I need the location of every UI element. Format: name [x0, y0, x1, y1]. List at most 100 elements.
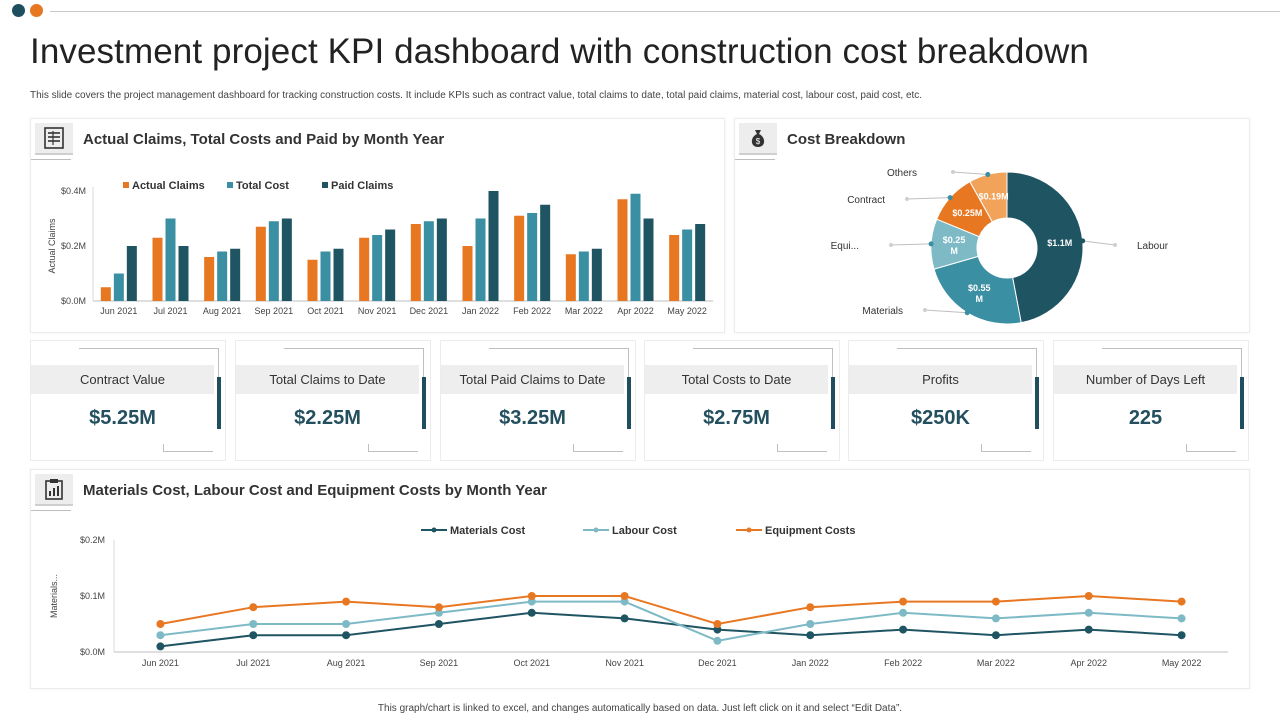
kpi-corner	[489, 348, 629, 349]
kpi-corner	[573, 451, 623, 452]
kpi-card-total-costs: Total Costs to Date $2.75M	[644, 340, 840, 461]
kpi-label: Number of Days Left	[1054, 365, 1237, 394]
pie-value-label: $0.19M	[979, 192, 1009, 202]
pie-leader-end	[889, 243, 893, 247]
page-subtitle: This slide covers the project management…	[30, 90, 923, 101]
y-axis-title: Materials...	[49, 574, 59, 618]
legend-label: Labour Cost	[612, 525, 677, 537]
line-point	[806, 603, 815, 612]
clipboard-chart-icon	[35, 474, 73, 506]
pie-category-label: Contract	[847, 195, 885, 206]
line-point	[434, 608, 443, 617]
kpi-corner	[368, 444, 369, 452]
x-tick-label: May 2022	[667, 306, 707, 316]
pie-leader-end	[923, 308, 927, 312]
footer-note: This graph/chart is linked to excel, and…	[377, 703, 903, 714]
legend-swatch	[123, 182, 129, 188]
line-panel-header: Materials Cost, Labour Cost and Equipmen…	[31, 470, 547, 510]
x-tick-label: Aug 2021	[203, 306, 242, 316]
line-point	[620, 597, 629, 606]
y-axis-title: Actual Claims	[47, 218, 57, 274]
kpi-value: $2.25M	[294, 407, 361, 429]
bar-actual-claims	[152, 237, 163, 301]
legend-marker	[593, 527, 599, 533]
legend-label: Paid Claims	[331, 180, 393, 192]
line-point	[713, 625, 722, 634]
x-tick-label: Jan 2022	[792, 658, 829, 668]
pie-leader-dot	[928, 241, 934, 247]
x-tick-label: Nov 2021	[605, 658, 644, 668]
pie-leader-line	[906, 197, 951, 200]
x-tick-label: Jan 2022	[462, 306, 499, 316]
bar-paid-claims	[695, 224, 706, 301]
line-point	[1084, 608, 1093, 617]
kpi-value: $2.75M	[703, 407, 770, 429]
legend-label: Total Cost	[236, 180, 289, 192]
bar-paid-claims	[436, 218, 447, 301]
bar-actual-claims	[462, 246, 473, 301]
line-point	[899, 608, 908, 617]
kpi-corner	[981, 451, 1031, 452]
kpi-corner	[163, 444, 164, 452]
line-chart-panel: Materials Cost, Labour Cost and Equipmen…	[30, 469, 1250, 689]
pie-leader-dot	[964, 310, 970, 316]
y-tick-label: $0.1M	[80, 591, 105, 601]
legend-label: Actual Claims	[132, 180, 205, 192]
pie-category-label: Materials	[862, 306, 903, 317]
line-point	[249, 631, 258, 640]
kpi-corner	[368, 451, 418, 452]
kpi-label: Contract Value	[31, 365, 214, 394]
y-tick-label: $0.4M	[61, 186, 86, 196]
bar-actual-claims	[669, 235, 680, 301]
line-point	[713, 620, 722, 628]
line-point	[899, 625, 908, 634]
pie-value-label: M	[950, 246, 958, 256]
pie-slice-materials	[933, 255, 1022, 325]
kpi-accent-bar	[831, 377, 835, 429]
pie-leader-line	[952, 171, 988, 175]
kpi-corner	[1186, 444, 1187, 452]
bar-total-cost	[682, 229, 693, 301]
decor-line	[50, 11, 1280, 12]
line-point	[434, 603, 443, 612]
bar-panel-header: Actual Claims, Total Costs and Paid by M…	[31, 119, 444, 159]
money-bag-icon: $	[739, 123, 777, 155]
line-chart: $0.0M $0.1M $0.2M Materials... Jun 2021 Jul 2…	[49, 525, 1228, 668]
bar-total-cost	[423, 221, 434, 301]
bar-total-cost	[165, 218, 176, 301]
bar-paid-claims	[643, 218, 654, 301]
x-tick-label: Nov 2021	[358, 306, 397, 316]
bar-actual-claims	[307, 259, 318, 301]
pie-leader-line	[924, 309, 968, 314]
kpi-corner	[897, 348, 1037, 349]
line-point	[527, 608, 536, 617]
kpi-accent-bar	[627, 377, 631, 429]
bar-actual-claims	[410, 224, 421, 301]
x-tick-label: Mar 2022	[977, 658, 1015, 668]
decor-dot-orange	[30, 4, 43, 17]
line-point	[527, 592, 536, 600]
x-tick-label: Oct 2021	[513, 658, 550, 668]
x-tick-label: Apr 2022	[1070, 658, 1107, 668]
pie-leader-dot	[1080, 238, 1086, 244]
pie-leader-line	[890, 243, 932, 246]
line-point	[342, 597, 351, 606]
line-point	[156, 620, 165, 628]
pie-value-label: $0.55	[968, 283, 991, 293]
bar-total-cost	[527, 213, 538, 301]
kpi-corner	[1186, 451, 1236, 452]
page-title: Investment project KPI dashboard with co…	[30, 32, 1089, 71]
x-tick-label: Dec 2021	[698, 658, 737, 668]
line-point	[991, 597, 1000, 606]
pie-leader-end	[1113, 243, 1117, 247]
line-point	[249, 603, 258, 612]
bar-actual-claims	[255, 226, 266, 301]
x-tick-label: Sep 2021	[420, 658, 459, 668]
line-point	[806, 631, 815, 640]
pie-chart: $1.1M Labour$0.55MMaterials$0.25MEqui...$…	[831, 168, 1169, 325]
x-tick-label: May 2022	[1162, 658, 1202, 668]
bar-actual-claims	[359, 237, 370, 301]
kpi-corner	[693, 348, 833, 349]
bar-total-cost	[578, 251, 589, 301]
line-point	[434, 620, 443, 628]
